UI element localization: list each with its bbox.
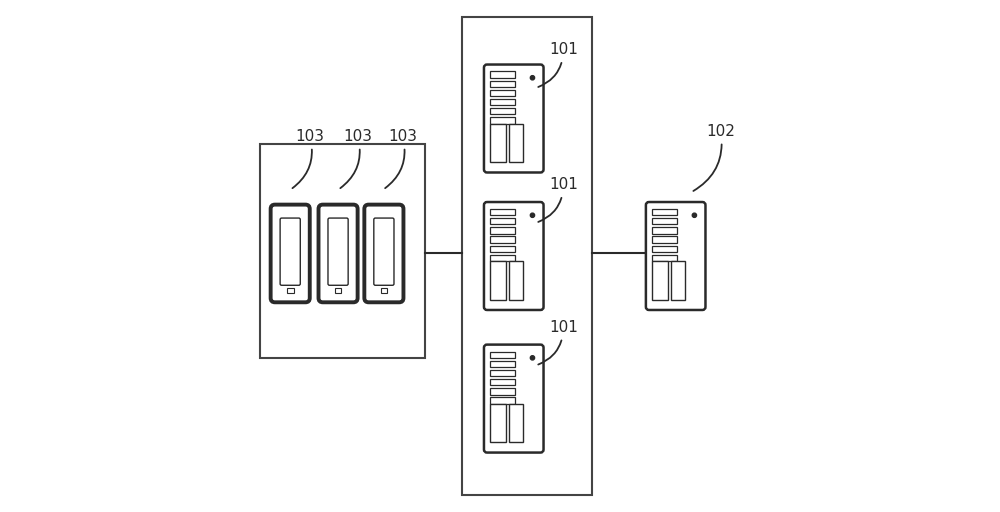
- Text: 101: 101: [538, 42, 578, 87]
- Bar: [490, 237, 515, 243]
- Circle shape: [530, 356, 535, 360]
- Bar: [652, 255, 677, 261]
- Circle shape: [530, 213, 535, 218]
- FancyBboxPatch shape: [484, 65, 544, 173]
- FancyBboxPatch shape: [328, 218, 348, 285]
- Circle shape: [530, 76, 535, 80]
- Bar: [335, 288, 341, 293]
- Text: 103: 103: [340, 129, 372, 188]
- Bar: [462, 17, 592, 495]
- Bar: [490, 379, 515, 386]
- Bar: [490, 261, 506, 300]
- Bar: [652, 209, 677, 215]
- Bar: [509, 403, 523, 442]
- Bar: [381, 288, 387, 293]
- Bar: [490, 80, 515, 87]
- Bar: [652, 246, 677, 252]
- Text: 101: 101: [538, 320, 578, 365]
- Bar: [490, 72, 515, 78]
- Bar: [652, 261, 668, 300]
- Bar: [652, 218, 677, 224]
- Bar: [490, 123, 506, 162]
- Bar: [652, 237, 677, 243]
- Bar: [490, 246, 515, 252]
- Bar: [509, 261, 523, 300]
- Bar: [490, 108, 515, 115]
- Bar: [490, 360, 515, 367]
- FancyBboxPatch shape: [319, 205, 358, 302]
- Circle shape: [692, 213, 697, 218]
- Bar: [490, 227, 515, 233]
- Bar: [490, 397, 515, 403]
- Text: 101: 101: [538, 177, 578, 222]
- Bar: [671, 261, 685, 300]
- Bar: [490, 255, 515, 261]
- Bar: [490, 218, 515, 224]
- Bar: [490, 209, 515, 215]
- Bar: [509, 123, 523, 162]
- Bar: [260, 144, 425, 358]
- FancyBboxPatch shape: [364, 205, 403, 302]
- FancyBboxPatch shape: [484, 202, 544, 310]
- Bar: [490, 370, 515, 376]
- FancyBboxPatch shape: [484, 345, 544, 453]
- Text: 103: 103: [292, 129, 324, 188]
- Text: 102: 102: [693, 124, 735, 191]
- FancyBboxPatch shape: [280, 218, 300, 285]
- Bar: [652, 227, 677, 233]
- Bar: [490, 117, 515, 123]
- Bar: [287, 288, 294, 293]
- FancyBboxPatch shape: [374, 218, 394, 285]
- Bar: [490, 388, 515, 395]
- Bar: [490, 403, 506, 442]
- FancyBboxPatch shape: [271, 205, 310, 302]
- Bar: [490, 99, 515, 105]
- Bar: [490, 90, 515, 96]
- FancyBboxPatch shape: [646, 202, 705, 310]
- Text: 103: 103: [385, 129, 417, 188]
- Bar: [490, 352, 515, 358]
